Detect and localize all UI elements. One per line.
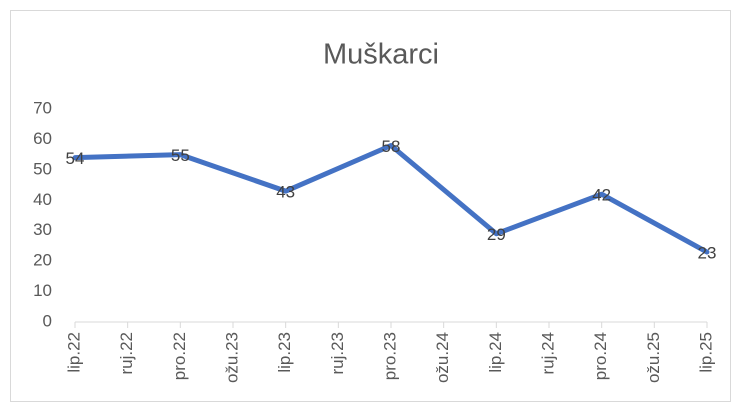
y-tick-label: 10	[33, 281, 52, 300]
data-label: 54	[66, 149, 85, 168]
y-tick-label: 40	[33, 190, 52, 209]
data-label: 29	[487, 225, 506, 244]
x-tick-label: pro.22	[170, 332, 189, 380]
x-tick-label: ožu.24	[433, 332, 452, 383]
data-label: 58	[382, 137, 401, 156]
x-tick-label: lip.25	[696, 332, 715, 373]
data-label: 42	[592, 186, 611, 205]
x-tick-label: lip.23	[275, 332, 294, 373]
x-tick-label: ruj.23	[328, 332, 347, 375]
y-tick-label: 70	[33, 98, 52, 117]
x-tick-label: ruj.22	[117, 332, 136, 375]
x-tick-label: ruj.24	[538, 332, 557, 375]
data-label: 43	[276, 183, 295, 202]
y-tick-label: 0	[43, 311, 52, 330]
chart-border	[10, 10, 731, 402]
x-tick-label: pro.23	[380, 332, 399, 380]
x-tick-label: pro.24	[591, 332, 610, 380]
y-tick-label: 60	[33, 129, 52, 148]
chart-title: Muškarci	[323, 39, 439, 71]
x-tick-label: ožu.25	[644, 332, 663, 383]
x-tick-label: lip.22	[64, 332, 83, 373]
line	[72, 143, 710, 255]
y-tick-label: 50	[33, 159, 52, 178]
x-tick-label: lip.24	[486, 332, 505, 373]
y-tick-label: 30	[33, 220, 52, 239]
data-label: 55	[171, 146, 190, 165]
y-tick-label: 20	[33, 251, 52, 270]
x-tick-label: ožu.23	[222, 332, 241, 383]
data-label: 23	[698, 243, 717, 262]
